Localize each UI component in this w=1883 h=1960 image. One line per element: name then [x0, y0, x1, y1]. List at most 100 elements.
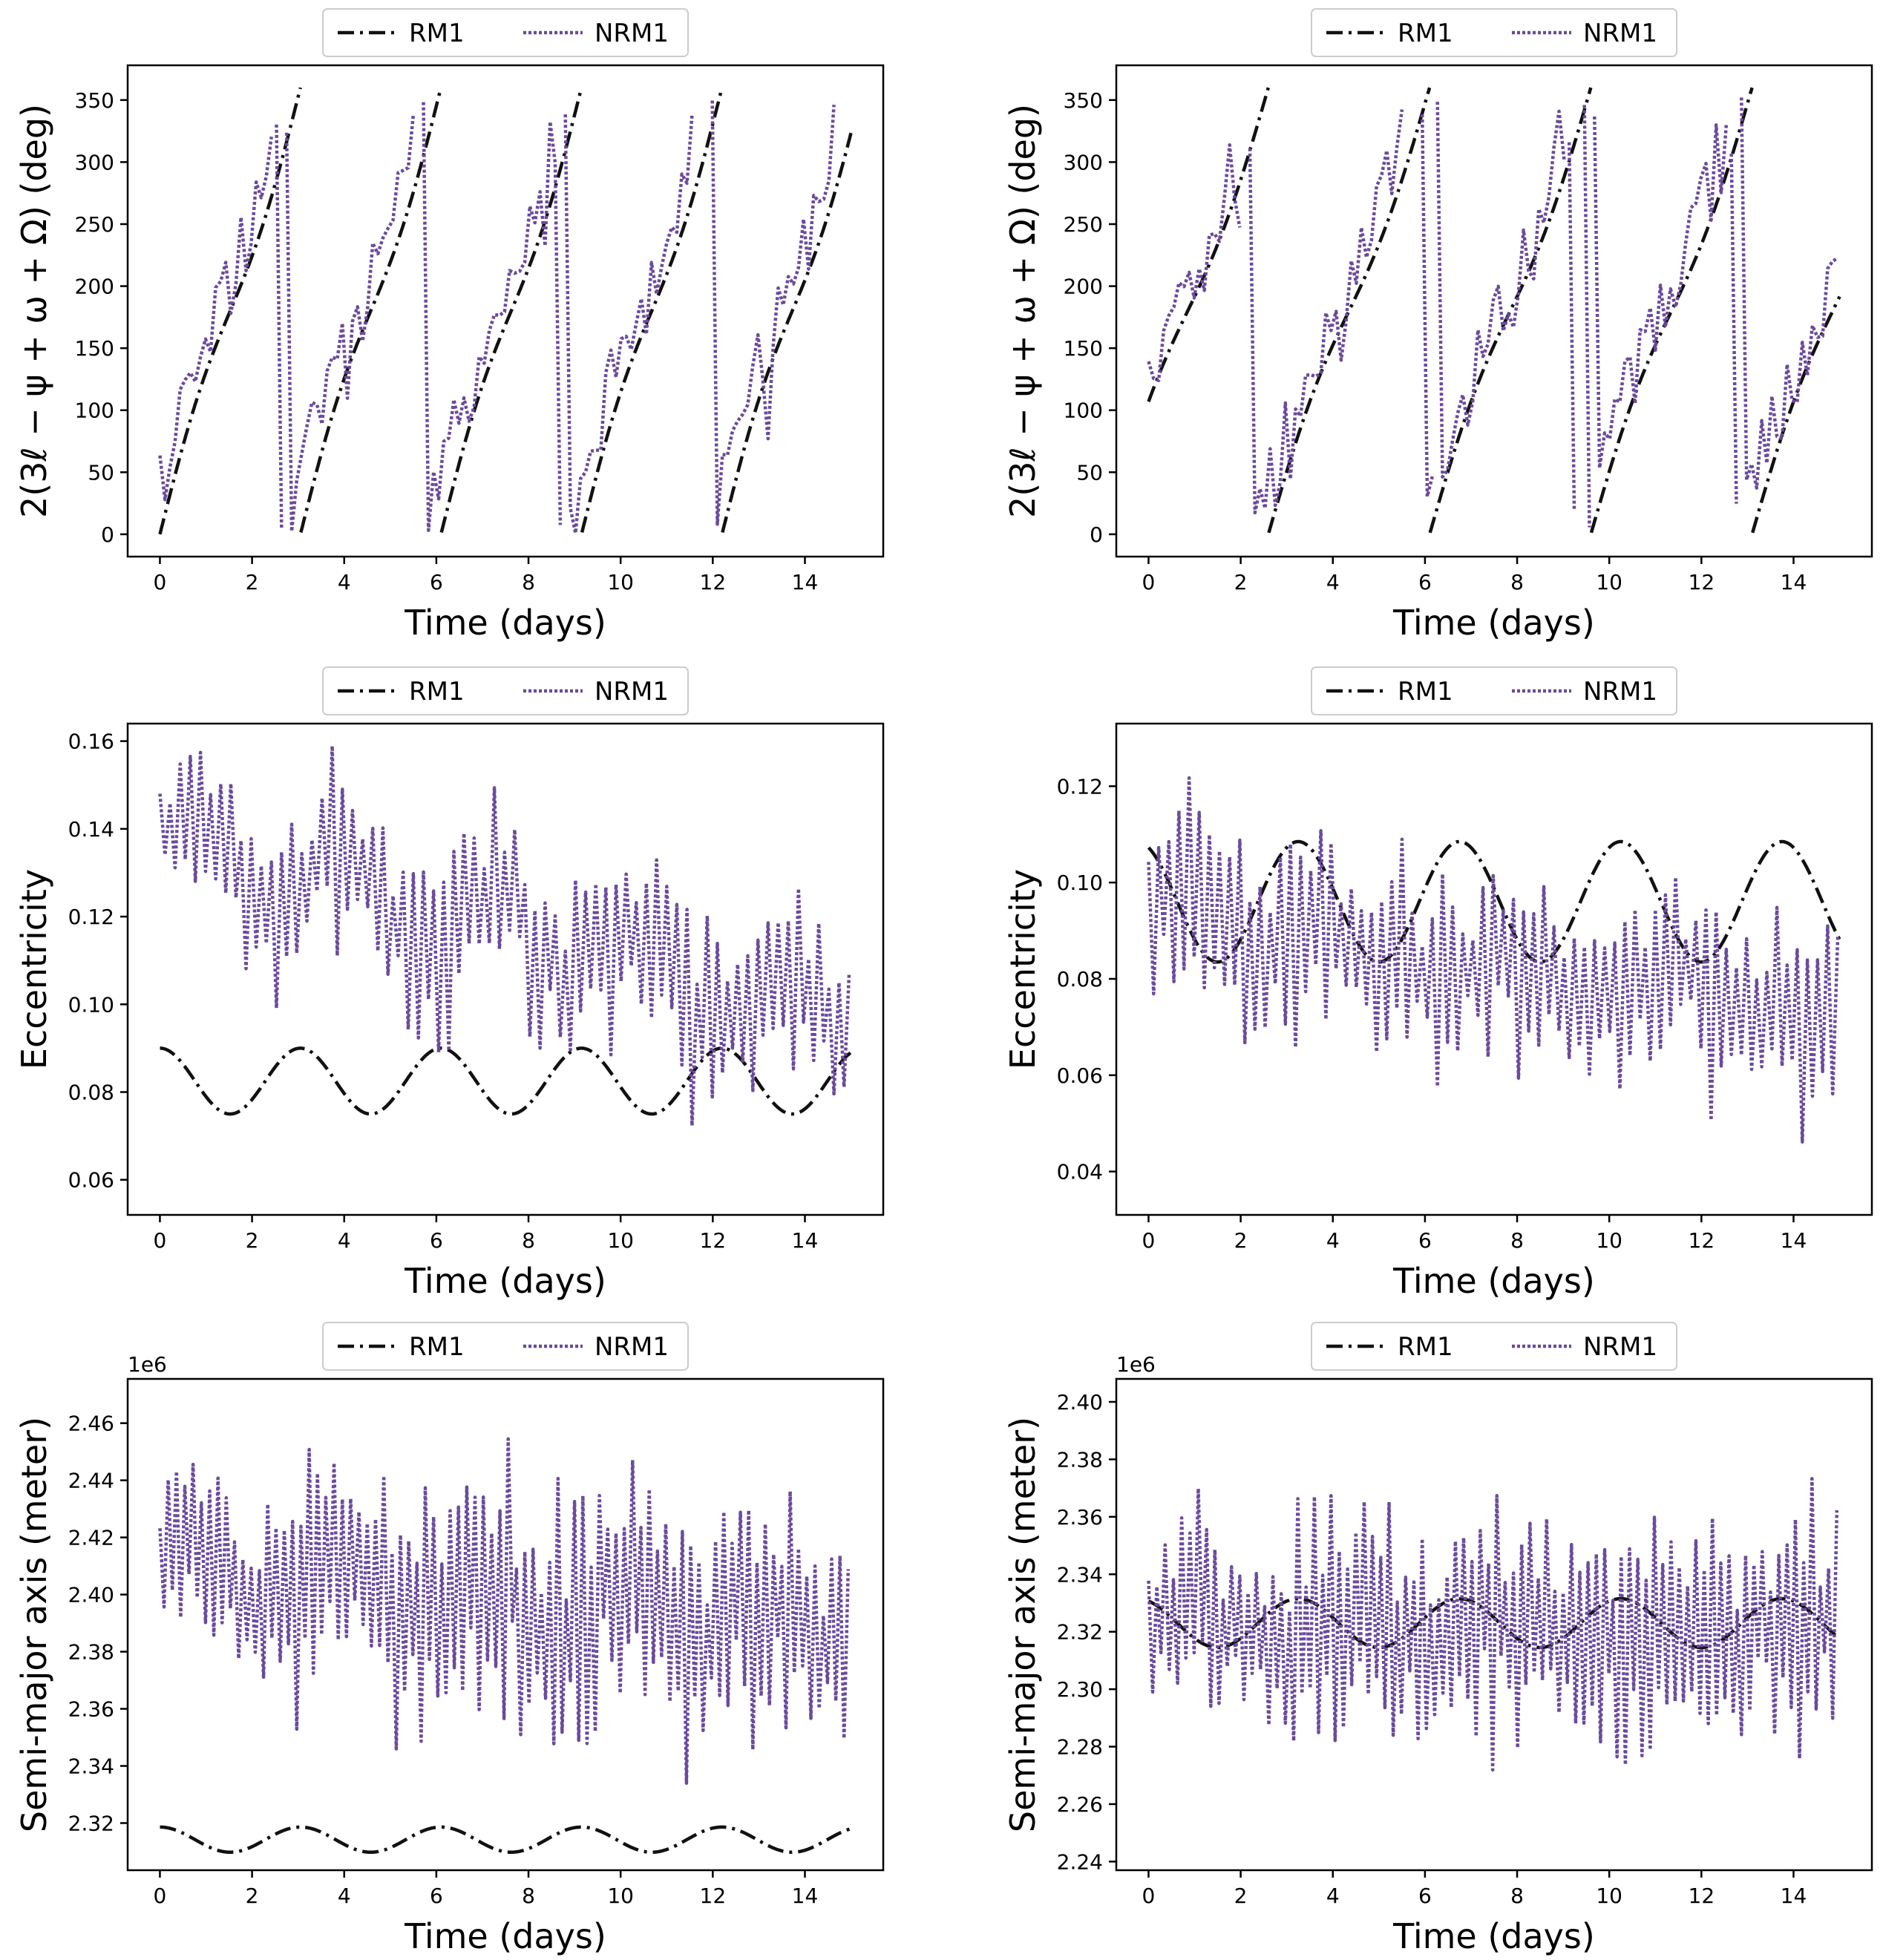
- x-tick-label: 12: [1689, 570, 1715, 594]
- x-tick-label: 14: [792, 1884, 819, 1908]
- nrm1-series-line: [1567, 142, 1576, 510]
- y-tick-label: 0.06: [68, 1168, 114, 1193]
- x-tick-label: 6: [430, 1228, 443, 1253]
- x-tick-label: 0: [154, 1884, 167, 1908]
- legend-box: [322, 666, 689, 715]
- nrm1-series-line: [1740, 97, 1839, 490]
- rm1-series-line: [299, 87, 443, 533]
- y-tick-label: 200: [1064, 275, 1103, 299]
- x-tick-label: 8: [1510, 1228, 1524, 1253]
- rm1-series-line: [721, 132, 853, 533]
- x-tick-label: 12: [1689, 1228, 1715, 1253]
- legend-nrm1-label: NRM1: [595, 677, 669, 707]
- legend-box: [1311, 1322, 1677, 1371]
- x-tick-label: 4: [338, 570, 351, 594]
- legend-box: [322, 8, 689, 57]
- axes-frame: [126, 722, 885, 1216]
- y-tick-label: 50: [1076, 460, 1103, 485]
- y-tick-label: 150: [1064, 336, 1103, 361]
- legend-nrm1-label: NRM1: [1583, 677, 1657, 707]
- x-tick-label: 10: [1596, 570, 1622, 594]
- x-tick-label: 0: [1142, 570, 1156, 594]
- y-tick-label: 2.44: [68, 1469, 114, 1493]
- y-tick-label: 2.32: [68, 1811, 114, 1835]
- x-tick-label: 8: [522, 1228, 535, 1253]
- nrm1-series-line: [1729, 154, 1738, 504]
- legend: RM1 NRM1: [322, 666, 689, 715]
- plot-area: [158, 744, 852, 1127]
- legend-rm1-label: RM1: [1398, 1332, 1453, 1362]
- legend-nrm1-label: NRM1: [1583, 19, 1657, 48]
- y-tick-label: 2.36: [68, 1697, 114, 1722]
- x-axis-label: Time (days): [1392, 1916, 1595, 1956]
- rm1-series-line: [1751, 295, 1841, 534]
- chart-phase-right: 0 2 4 6 8 10 12 14 0 50 100 150 200 250 300 350 Time (da…: [1003, 8, 1873, 643]
- rm1-series-line: [159, 1046, 852, 1116]
- y-tick-label: 0.08: [68, 1081, 114, 1105]
- y-tick-label: 2.28: [1057, 1735, 1103, 1760]
- nrm1-series-line: [158, 744, 851, 1127]
- legend-box: [1311, 666, 1677, 715]
- nrm1-series-line: [1593, 116, 1729, 470]
- y-axis-label: Semi-major axis (meter): [1003, 1417, 1043, 1832]
- legend-rm1-label: RM1: [1398, 19, 1453, 48]
- rm1-series-line: [1267, 87, 1432, 534]
- y-tick-label: 0.14: [68, 817, 114, 842]
- y-tick-label: 0: [1090, 522, 1103, 547]
- y-tick-label: 2.34: [1057, 1562, 1103, 1587]
- x-tick-label: 4: [1326, 1884, 1340, 1908]
- x-tick-label: 2: [246, 1884, 259, 1908]
- y-tick-label: 2.42: [68, 1526, 114, 1550]
- y-tick-label: 350: [75, 88, 114, 113]
- nrm1-series-line: [422, 102, 563, 532]
- nrm1-series-line: [158, 1437, 851, 1785]
- x-axis-label: Time (days): [1392, 603, 1595, 643]
- nrm1-series-line: [1147, 1477, 1839, 1772]
- y-tick-label: 300: [75, 150, 114, 174]
- x-tick-label: 14: [792, 1228, 819, 1253]
- plot-area: [1147, 1477, 1841, 1772]
- nrm1-series-line: [1582, 105, 1591, 528]
- chart-sma-left: 0 2 4 6 8 10 12 14 2.32 2.34 2.36 2.38 2.40 2.42 2.44 2…: [14, 1322, 885, 1956]
- x-tick-label: 8: [1510, 570, 1524, 594]
- y-tick-label: 0.10: [1057, 871, 1103, 895]
- plot-area: [1147, 776, 1841, 1144]
- x-tick-label: 6: [1418, 1884, 1432, 1908]
- y-tick-label: 2.38: [68, 1640, 114, 1665]
- y-tick-label: 2.34: [68, 1754, 114, 1779]
- x-tick-label: 2: [246, 570, 259, 594]
- legend: RM1 NRM1: [322, 8, 689, 57]
- x-tick-label: 8: [522, 570, 535, 594]
- y-tick-label: 0.10: [68, 992, 114, 1017]
- x-axis-label: Time (days): [404, 1261, 606, 1301]
- x-tick-label: 0: [1142, 1228, 1156, 1253]
- y-tick-label: 2.40: [1057, 1390, 1103, 1415]
- legend: RM1 NRM1: [1311, 1322, 1677, 1371]
- nrm1-series-line: [710, 100, 836, 526]
- nrm1-series-line: [1147, 142, 1242, 382]
- legend-box: [322, 1322, 689, 1371]
- legend-rm1-label: RM1: [409, 19, 465, 48]
- x-tick-label: 4: [1326, 1228, 1340, 1253]
- legend: RM1 NRM1: [1311, 666, 1677, 715]
- y-tick-label: 2.30: [1057, 1677, 1103, 1702]
- y-axis-label: Eccentricity: [1003, 869, 1043, 1069]
- y-tick-label: 200: [75, 275, 114, 299]
- legend: RM1 NRM1: [322, 1322, 689, 1371]
- legend-rm1-label: RM1: [409, 1332, 465, 1362]
- y-tick-label: 2.32: [1057, 1620, 1103, 1645]
- axes-frame: [126, 64, 885, 558]
- nrm1-series-line: [1420, 114, 1434, 499]
- y-offset-label: 1e6: [128, 1352, 167, 1377]
- rm1-series-line: [1428, 87, 1593, 534]
- x-tick-label: 8: [1510, 1884, 1524, 1908]
- y-axis-label: 2(3ℓ − ψ + ω + Ω) (deg): [1003, 104, 1043, 518]
- plot-area: [158, 87, 853, 535]
- y-tick-label: 150: [75, 336, 114, 361]
- x-tick-label: 12: [700, 570, 727, 594]
- y-tick-label: 250: [75, 212, 114, 237]
- y-tick-label: 300: [1064, 150, 1103, 174]
- x-tick-label: 14: [1781, 570, 1807, 594]
